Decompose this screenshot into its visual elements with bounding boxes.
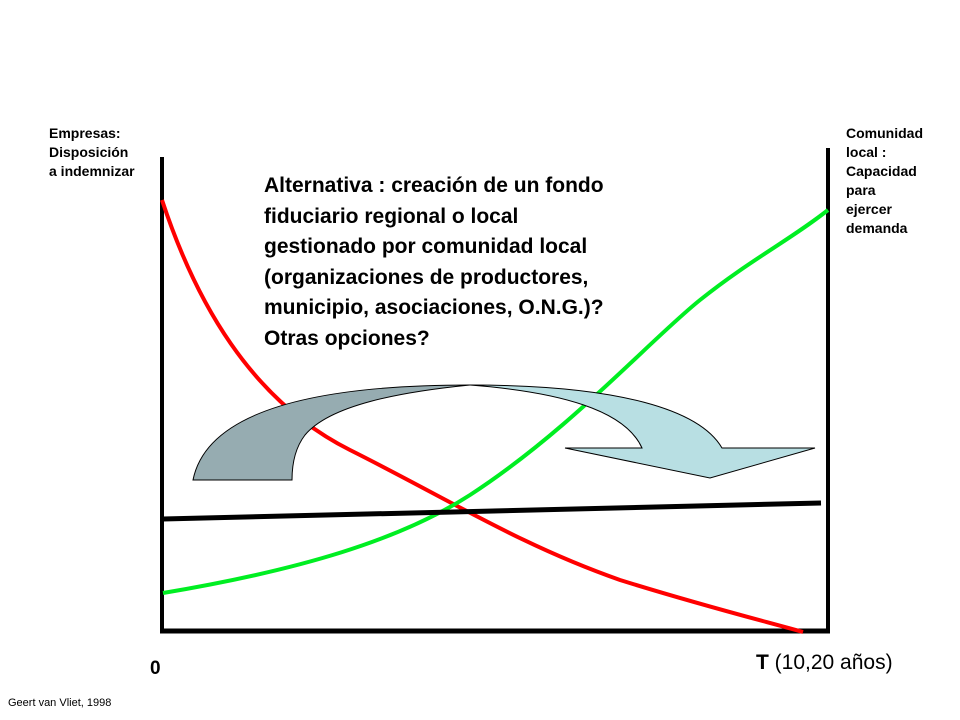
alternative-text-line: gestionado por comunidad local <box>264 235 588 258</box>
alternative-text-line: Alternativa : creación de un fondo <box>264 174 604 197</box>
curved-arrow-tail <box>192 384 471 481</box>
decreasing-curve <box>160 199 804 634</box>
alternative-text-line: Otras opciones? <box>264 326 430 350</box>
left-axis-label: Empresas: Disposición a indemnizar <box>49 125 135 179</box>
origin-label: 0 <box>150 658 161 679</box>
author-credit: Geert van Vliet, 1998 <box>8 697 112 709</box>
alternative-text: Alternativa : creación de un fondo fiduc… <box>264 171 604 354</box>
increasing-curve <box>162 208 830 595</box>
x-axis-range: (10,20 años) <box>774 651 893 674</box>
curved-arrow-head <box>469 384 816 479</box>
x-axis-symbol: T <box>756 651 769 674</box>
horizontal-reference-line <box>162 500 822 522</box>
alternative-text-line: municipio, asociaciones, O.N.G.)? <box>264 296 604 319</box>
alternative-text-line: fiduciario regional o local <box>264 204 519 228</box>
right-axis-label: Comunidad local : Capacidad para ejercer… <box>846 125 923 236</box>
x-axis-label: T (10,20 años) <box>756 651 893 675</box>
alternative-text-line: (organizaciones de productores, <box>264 265 589 289</box>
